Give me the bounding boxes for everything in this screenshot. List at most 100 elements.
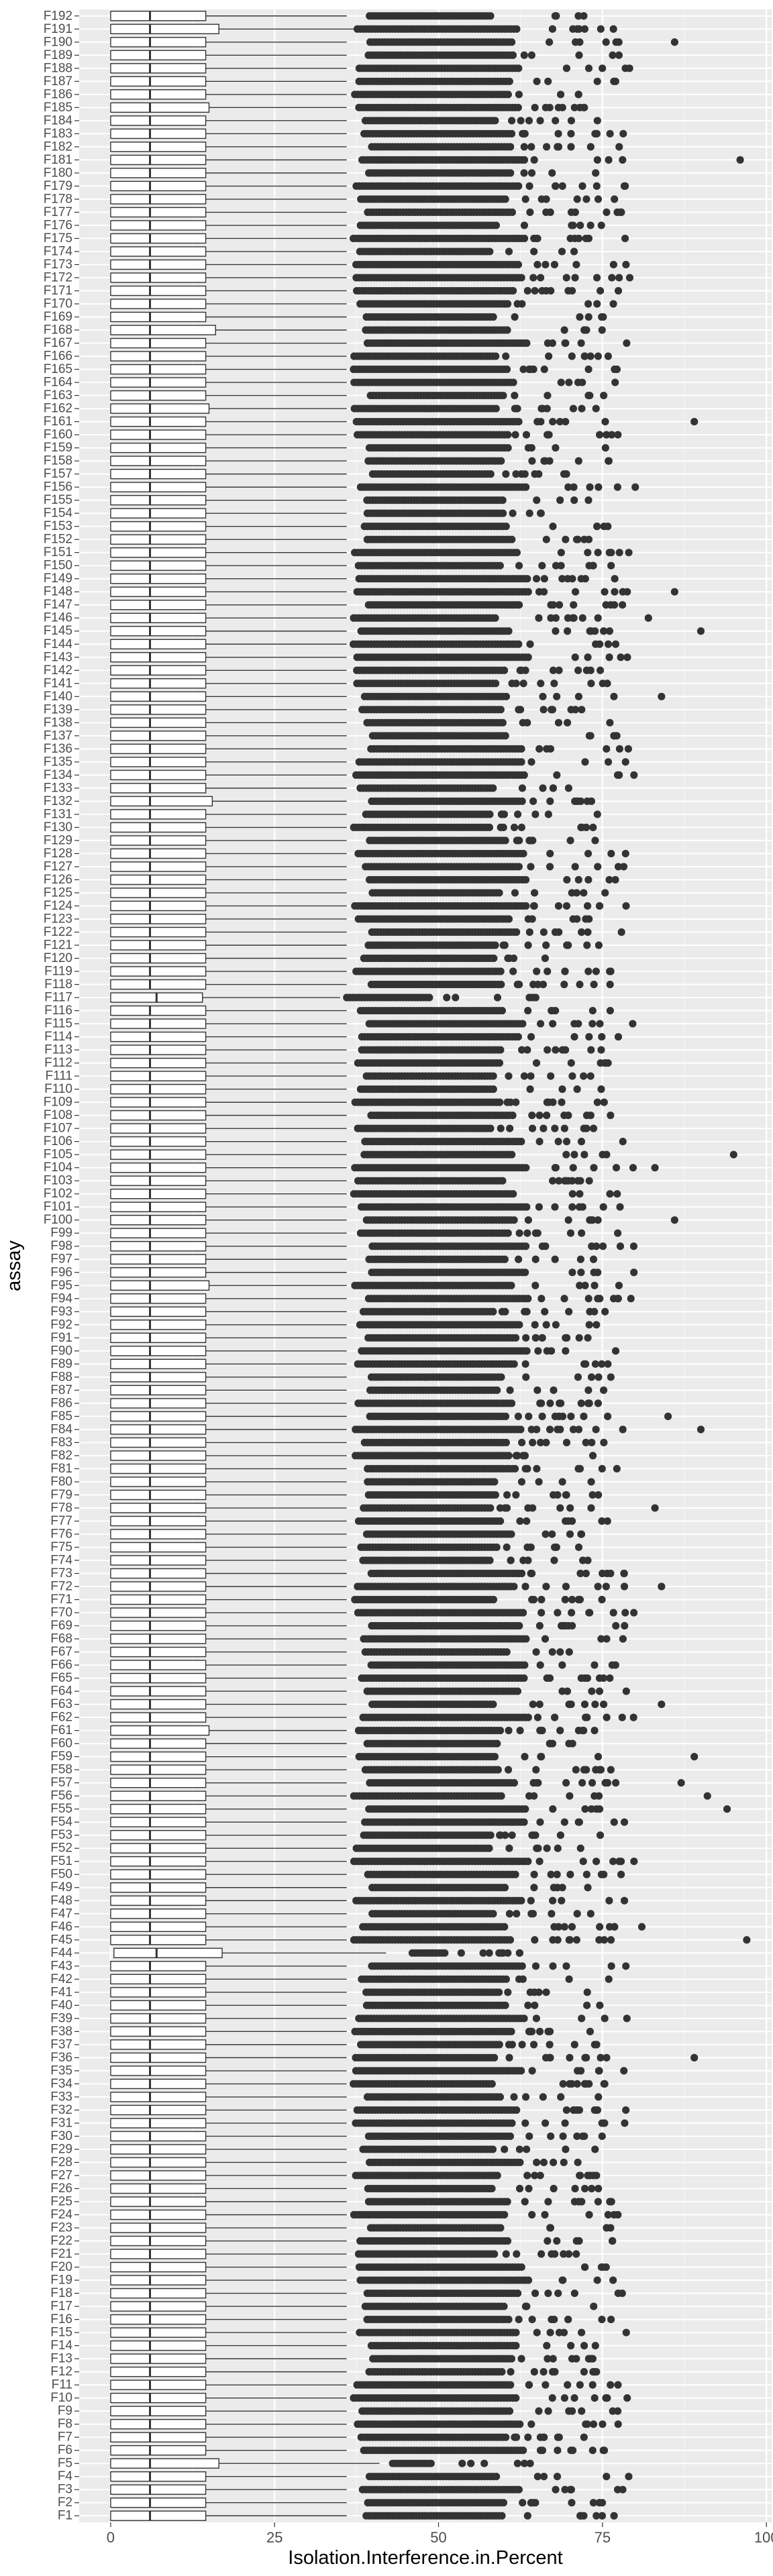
outlier-point [559,2132,567,2141]
box-body [110,1869,207,1880]
box-body [110,2170,207,2181]
outlier-point [542,1530,550,1538]
outlier-point [532,2015,540,2023]
outlier-point [507,2368,515,2376]
outlier-point [515,2184,524,2193]
outlier-point [535,2027,544,2035]
outlier-point [618,1713,626,1721]
box-body [110,1712,207,1723]
outlier-point [501,2001,509,2009]
outlier-point [570,2289,578,2298]
outlier-point [546,2053,554,2061]
outlier-point [580,1700,589,1709]
outlier-point [602,1582,610,1591]
outlier-point [564,2315,572,2324]
outlier-point [587,1805,595,1813]
outlier-point [498,2368,506,2376]
outlier-point [608,2237,617,2245]
outlier-point [568,1923,576,1931]
outlier-point [528,2027,536,2035]
outlier-point [620,2067,628,2075]
outlier-point [496,1517,505,1525]
outlier-point [489,1700,497,1709]
outlier-point [580,1674,588,1682]
outlier-point [518,1962,526,1970]
outlier-point [598,1595,606,1604]
outlier-point [591,2145,599,2153]
outlier-point [621,1621,629,1630]
outlier-point [520,1674,528,1682]
outlier-point [556,1504,564,1512]
outlier-point [521,1582,529,1591]
outlier-point [723,1805,731,1813]
outlier-point [521,2119,529,2127]
box-body [110,2510,207,2521]
outlier-point [496,1727,505,1735]
outlier-point [585,2210,593,2219]
outlier-point [574,1818,582,1826]
outlier-point [608,1661,616,1669]
outlier-point [550,2158,558,2167]
outlier-point [527,1543,535,1552]
box-F43 [110,1961,630,1972]
outlier-points [355,2263,610,2271]
outlier-point [592,2512,601,2520]
outlier-point [554,2289,562,2298]
outlier-point [620,1896,629,1904]
outlier-point [568,2499,576,2507]
outlier-points [365,2473,633,2481]
box-body [110,1489,207,1501]
outlier-point [520,2015,528,2023]
outlier-point [620,1582,629,1591]
outlier-point [517,2355,525,2363]
outlier-point [531,2289,539,2298]
box-F8 [110,2418,622,2430]
box-body [110,2340,207,2351]
box-body [110,2458,219,2469]
outlier-point [581,2053,589,2061]
outlier-point [594,2198,602,2206]
outlier-point [607,1569,615,1578]
outlier-point [457,1949,465,1957]
box-body [110,1529,207,1540]
outlier-point [533,1713,542,1721]
box-body [110,2353,207,2364]
outlier-point [548,2394,556,2402]
outlier-point [491,2250,499,2258]
outlier-point [583,2420,591,2428]
outlier-point [561,2485,569,2493]
outlier-point [596,2001,604,2009]
outlier-point [599,2420,607,2428]
outlier-point [617,1870,625,1878]
outlier-point [574,2158,582,2167]
outlier-point [546,2224,554,2232]
outlier-point [580,2368,588,2376]
outlier-point [485,1844,493,1852]
outlier-point [596,1923,604,1931]
outlier-point [536,1818,544,1826]
outlier-point [532,1779,541,1787]
outlier-point [558,1896,566,1904]
outlier-point [493,1543,501,1552]
outlier-point [586,2355,594,2363]
outlier-point [508,2119,516,2127]
outlier-point [572,2250,580,2258]
outlier-point [572,1766,580,1774]
outlier-point [592,1858,601,1866]
outlier-point [595,2184,603,2193]
outlier-point [690,2053,699,2061]
outlier-point [690,1753,699,1761]
outlier-point [594,1753,603,1761]
outlier-point [658,1700,666,1709]
outlier-point [599,1700,608,1709]
outlier-point [591,1700,599,1709]
outlier-point [588,2447,597,2455]
outlier-point [531,1936,539,1944]
box-body [110,2406,207,2416]
outlier-point [530,1870,538,1878]
outlier-point [600,2447,609,2455]
outlier-point [516,2420,524,2428]
outlier-point [501,2210,509,2219]
outlier-point [565,1648,573,1656]
outlier-point [516,2158,524,2167]
